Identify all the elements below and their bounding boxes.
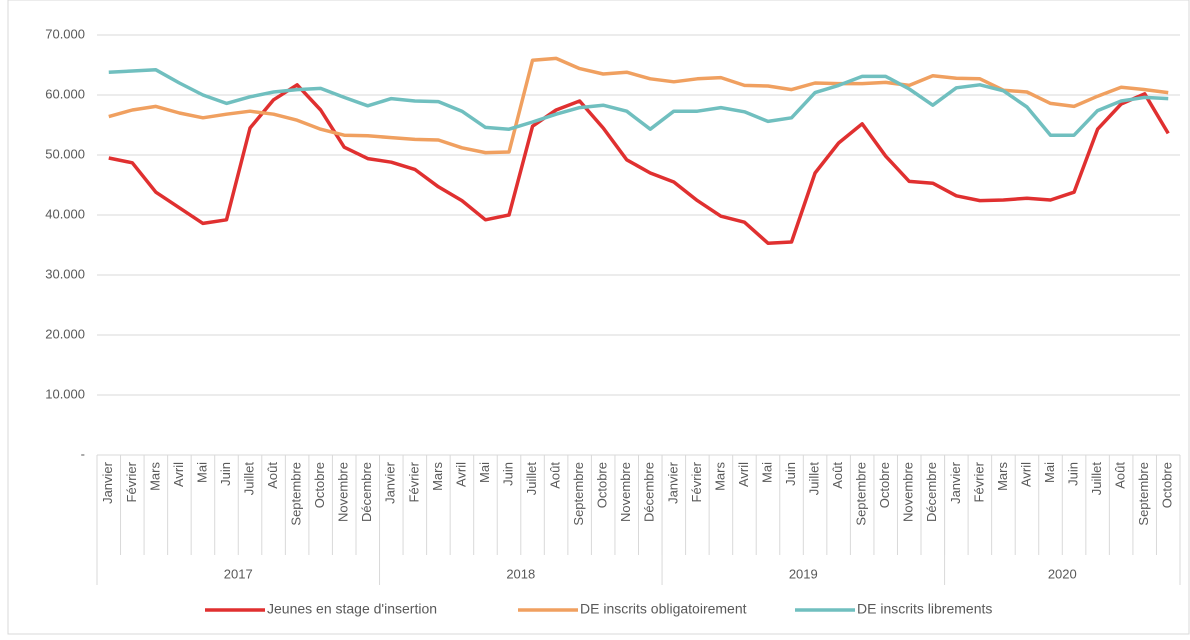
y-tick-label: 70.000 [45,26,85,41]
x-tick-label: Avril [736,462,751,487]
group-label: 2019 [789,566,818,581]
x-tick-label: Septembre [854,462,869,526]
x-tick-label: Août [548,462,563,489]
legend-label: DE inscrits librements [857,601,992,617]
x-tick-label: Avril [171,462,186,487]
x-tick-label: Octobre [595,462,610,508]
x-tick-label: Juin [783,462,798,486]
x-tick-label: Mars [712,462,727,491]
x-tick-label: Décembre [359,462,374,522]
x-tick-label: Janvier [100,461,115,504]
x-tick-label: Janvier [383,461,398,504]
x-tick-label: Novembre [618,462,633,522]
x-tick-label: Mai [194,462,209,483]
x-tick-label: Mars [995,462,1010,491]
x-tick-label: Février [971,461,986,502]
x-tick-label: Décembre [642,462,657,522]
x-tick-label: Janvier [948,461,963,504]
x-tick-label: Décembre [924,462,939,522]
x-tick-label: Août [1113,462,1128,489]
x-tick-label: Septembre [289,462,304,526]
x-tick-label: Mars [147,462,162,491]
x-tick-label: Mai [477,462,492,483]
x-tick-label: Février [124,461,139,502]
x-tick-label: Mai [759,462,774,483]
x-tick-label: Juin [218,462,233,486]
x-tick-label: Mai [1042,462,1057,483]
x-tick-label: Février [406,461,421,502]
legend-label: Jeunes en stage d'insertion [267,601,437,617]
series-line [108,83,1170,245]
x-tick-label: Juillet [524,462,539,496]
x-tick-label: Juillet [241,462,256,496]
y-tick-label: 40.000 [45,206,85,221]
x-tick-label: Septembre [1136,462,1151,526]
x-tick-label: Avril [453,462,468,487]
x-tick-label: Novembre [901,462,916,522]
x-tick-label: Septembre [571,462,586,526]
series-line [108,68,1169,137]
x-tick-label: Août [265,462,280,489]
y-tick-label: 60.000 [45,86,85,101]
group-label: 2020 [1048,566,1077,581]
series-line [108,56,1169,155]
x-tick-label: Avril [1018,462,1033,487]
x-tick-label: Février [689,461,704,502]
x-tick-label: Mars [430,462,445,491]
legend-label: DE inscrits obligatoirement [580,601,747,617]
x-tick-label: Octobre [877,462,892,508]
group-label: 2018 [506,566,535,581]
x-tick-label: Octobre [312,462,327,508]
x-tick-label: Octobre [1160,462,1175,508]
chart-frame [7,0,1190,635]
y-tick-label: - [81,446,85,461]
x-tick-label: Juillet [1089,462,1104,496]
y-tick-label: 30.000 [45,266,85,281]
x-tick-label: Août [830,462,845,489]
y-tick-label: 50.000 [45,146,85,161]
y-tick-label: 10.000 [45,386,85,401]
x-tick-label: Janvier [665,461,680,504]
x-tick-label: Juillet [807,462,822,496]
x-tick-label: Novembre [336,462,351,522]
x-tick-label: Juin [1065,462,1080,486]
group-label: 2017 [224,566,253,581]
y-tick-label: 20.000 [45,326,85,341]
x-tick-label: Juin [500,462,515,486]
